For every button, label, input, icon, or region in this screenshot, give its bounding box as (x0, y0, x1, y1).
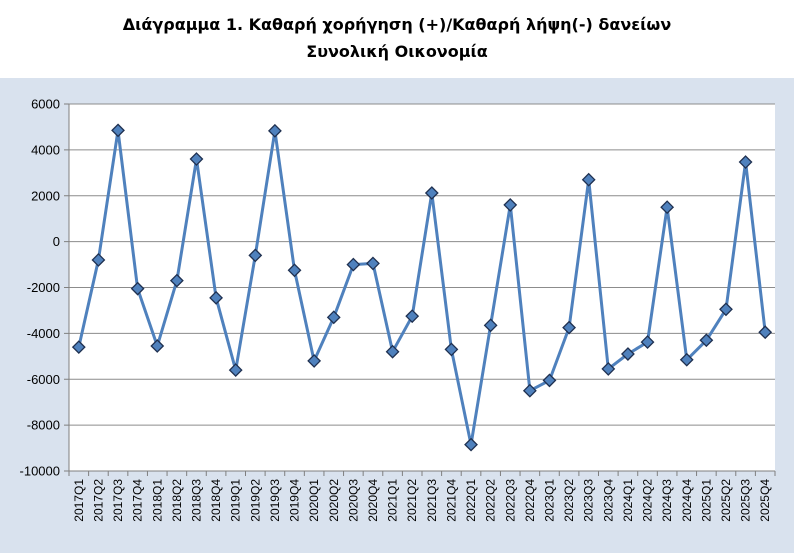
data-point (366, 256, 380, 271)
x-tick-label: 2020Q2 (327, 479, 341, 522)
x-tick-label: 2020Q3 (346, 479, 360, 522)
x-tick-label: 2020Q1 (307, 479, 321, 522)
data-point (522, 383, 537, 398)
x-tick-label: 2022Q4 (523, 479, 537, 522)
x-tick-label: 2023Q1 (542, 479, 556, 522)
data-point (91, 253, 106, 267)
x-tick-label: 2025Q2 (719, 479, 733, 522)
x-tick-label: 2018Q2 (170, 479, 184, 522)
x-tick-label: 2022Q1 (464, 479, 478, 522)
y-tick-label: 0 (53, 234, 60, 249)
data-point (326, 310, 341, 325)
x-tick-label: 2018Q3 (189, 479, 203, 522)
y-tick-label: -10000 (20, 464, 60, 479)
data-point (464, 437, 478, 452)
data-point (444, 342, 459, 357)
data-point (719, 302, 733, 317)
data-point (581, 172, 596, 187)
data-point (483, 318, 498, 333)
data-point (248, 248, 263, 263)
y-tick-label: -4000 (27, 326, 60, 341)
x-tick-label: 2017Q3 (111, 479, 125, 522)
data-point (562, 320, 577, 335)
x-tick-label: 2025Q1 (699, 479, 713, 522)
x-tick-label: 2024Q2 (641, 479, 655, 522)
x-tick-label: 2025Q4 (758, 479, 772, 522)
data-point (287, 263, 302, 278)
x-tick-label: 2024Q3 (660, 479, 674, 522)
data-point (169, 273, 184, 288)
data-point (228, 363, 243, 377)
x-tick-label: 2023Q4 (601, 479, 615, 522)
x-tick-label: 2017Q1 (72, 479, 86, 522)
data-point (503, 198, 518, 212)
data-point (71, 340, 86, 355)
data-point (542, 373, 557, 388)
y-tick-label: -8000 (27, 418, 60, 433)
data-point (346, 257, 361, 272)
chart-subtitle: Συνολική Οικονομία (306, 42, 488, 61)
x-tick-label: 2018Q1 (150, 479, 164, 522)
x-tick-label: 2022Q3 (503, 479, 517, 522)
x-tick-label: 2023Q3 (582, 479, 596, 522)
data-point (150, 339, 165, 353)
data-point (620, 347, 635, 361)
x-tick-label: 2017Q2 (91, 479, 105, 522)
y-tick-label: -6000 (27, 372, 60, 387)
data-point (738, 155, 753, 169)
y-tick-label: 4000 (31, 142, 60, 157)
data-point (660, 200, 675, 215)
data-point (758, 325, 773, 340)
data-point (640, 335, 655, 350)
data-point (601, 362, 616, 376)
x-tick-label: 2022Q2 (484, 479, 498, 522)
data-point (699, 333, 714, 348)
y-tick-label: 6000 (31, 97, 60, 112)
x-tick-label: 2019Q4 (288, 479, 302, 522)
data-point (679, 352, 694, 367)
y-tick-label: 2000 (31, 188, 60, 203)
x-tick-label: 2019Q1 (229, 479, 243, 522)
data-point (209, 290, 224, 305)
x-tick-label: 2024Q4 (680, 479, 694, 522)
x-tick-label: 2021Q1 (386, 479, 400, 522)
y-tick-label: -2000 (27, 280, 60, 295)
x-tick-label: 2021Q2 (405, 479, 419, 522)
x-tick-label: 2023Q2 (562, 479, 576, 522)
chart-title-area: Διάγραμμα 1. Καθαρή χορήγηση (+)/Καθαρή … (0, 0, 794, 78)
data-point (267, 123, 282, 138)
x-tick-label: 2021Q4 (444, 479, 458, 522)
data-point (405, 309, 420, 324)
data-point (111, 123, 125, 138)
x-tick-label: 2025Q3 (739, 479, 753, 522)
x-tick-label: 2024Q1 (621, 479, 635, 522)
x-tick-label: 2019Q2 (248, 479, 262, 522)
data-point (307, 353, 322, 368)
data-point (189, 152, 204, 166)
x-tick-label: 2021Q3 (425, 479, 439, 522)
chart-title: Διάγραμμα 1. Καθαρή χορήγηση (+)/Καθαρή … (122, 15, 672, 34)
data-point (385, 344, 400, 359)
x-tick-label: 2020Q4 (366, 479, 380, 522)
series-line (77, 128, 767, 447)
x-tick-label: 2018Q4 (209, 479, 223, 522)
x-tick-label: 2017Q4 (131, 479, 145, 522)
data-point (424, 186, 439, 200)
data-point (130, 281, 145, 296)
x-tick-label: 2019Q3 (268, 479, 282, 522)
